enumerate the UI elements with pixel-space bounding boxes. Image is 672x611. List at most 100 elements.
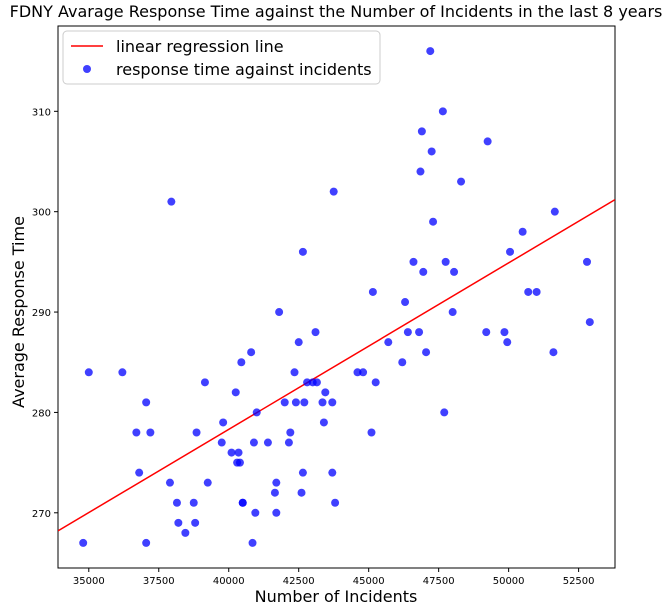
data-point (272, 508, 281, 517)
data-point (191, 518, 200, 527)
data-point (583, 257, 592, 266)
data-point (429, 217, 438, 226)
data-point (290, 368, 299, 377)
data-point (275, 308, 284, 317)
data-point (135, 468, 144, 477)
data-point (403, 328, 412, 337)
data-point (441, 257, 450, 266)
data-point (200, 378, 209, 387)
plot-frame (57, 25, 616, 569)
data-point (483, 137, 492, 146)
data-point (416, 167, 425, 176)
data-point (298, 247, 307, 256)
y-tick-label: 280 (32, 408, 51, 419)
data-point (132, 428, 141, 437)
data-point (203, 478, 212, 487)
regression-line-layer (58, 198, 615, 532)
x-tick-label: 47500 (423, 576, 455, 587)
x-tick-label: 40000 (213, 576, 245, 587)
x-tick-label: 50000 (493, 576, 525, 587)
data-point (248, 538, 257, 547)
data-point (321, 388, 330, 397)
points-layer (79, 47, 594, 547)
data-point (298, 468, 307, 477)
data-point (238, 498, 247, 507)
data-point (270, 488, 279, 497)
data-point (84, 368, 93, 377)
data-point (235, 458, 244, 467)
data-point (500, 328, 509, 337)
data-point (368, 287, 377, 296)
data-point (118, 368, 127, 377)
data-point (415, 328, 424, 337)
data-point (79, 538, 88, 547)
data-point (318, 398, 327, 407)
data-point (252, 408, 261, 417)
data-point (300, 398, 309, 407)
chart-title: FDNY Avarage Response Time against the N… (10, 2, 663, 21)
data-point (291, 398, 300, 407)
plot-area (57, 25, 616, 569)
data-point (263, 438, 272, 447)
data-point (331, 498, 340, 507)
legend-entry-line: linear regression line (116, 37, 284, 56)
data-point (311, 328, 320, 337)
x-tick-label: 37500 (143, 576, 175, 587)
legend-point-swatch (83, 65, 91, 73)
data-point (417, 127, 426, 136)
data-point (550, 207, 559, 216)
data-point (234, 448, 243, 457)
data-point (217, 438, 226, 447)
data-point (294, 338, 303, 347)
data-point (371, 378, 380, 387)
data-point (219, 418, 228, 427)
data-point (438, 107, 447, 116)
data-point (506, 247, 515, 256)
data-point (167, 197, 176, 206)
data-point (319, 418, 328, 427)
data-point (384, 338, 393, 347)
data-point (367, 428, 376, 437)
data-point (312, 378, 321, 387)
data-point (426, 47, 435, 56)
legend-box (62, 30, 381, 85)
data-point (359, 368, 368, 377)
data-point (457, 177, 466, 186)
x-axis: 35000 37500 40000 42500 45000 47500 50000 52500 (73, 568, 595, 587)
data-point (272, 478, 281, 487)
data-point (440, 408, 449, 417)
data-point (353, 368, 362, 377)
data-point (401, 298, 410, 307)
data-point (585, 318, 594, 327)
data-point (448, 308, 457, 317)
regression-line (58, 198, 615, 532)
data-point (249, 438, 258, 447)
data-point (181, 528, 190, 537)
data-point (427, 147, 436, 156)
data-point (189, 498, 198, 507)
legend-entry-scatter: response time against incidents (116, 60, 372, 79)
y-tick-label: 270 (32, 509, 51, 520)
y-tick-label: 290 (32, 308, 51, 319)
data-point (142, 398, 151, 407)
x-tick-label: 35000 (73, 576, 105, 587)
data-point (192, 428, 201, 437)
x-tick-label: 45000 (353, 576, 385, 587)
data-point (329, 187, 338, 196)
data-point (398, 358, 407, 367)
data-point (450, 267, 459, 276)
data-point (328, 398, 337, 407)
data-point (165, 478, 174, 487)
y-axis-label: Average Response Time (9, 216, 28, 408)
data-point (503, 338, 512, 347)
data-point (227, 448, 236, 457)
data-point (409, 257, 418, 266)
data-point (297, 488, 306, 497)
data-point (286, 428, 295, 437)
data-point (142, 538, 151, 547)
data-point (280, 398, 289, 407)
x-tick-label: 52500 (563, 576, 595, 587)
data-point (419, 267, 428, 276)
data-point (231, 388, 240, 397)
